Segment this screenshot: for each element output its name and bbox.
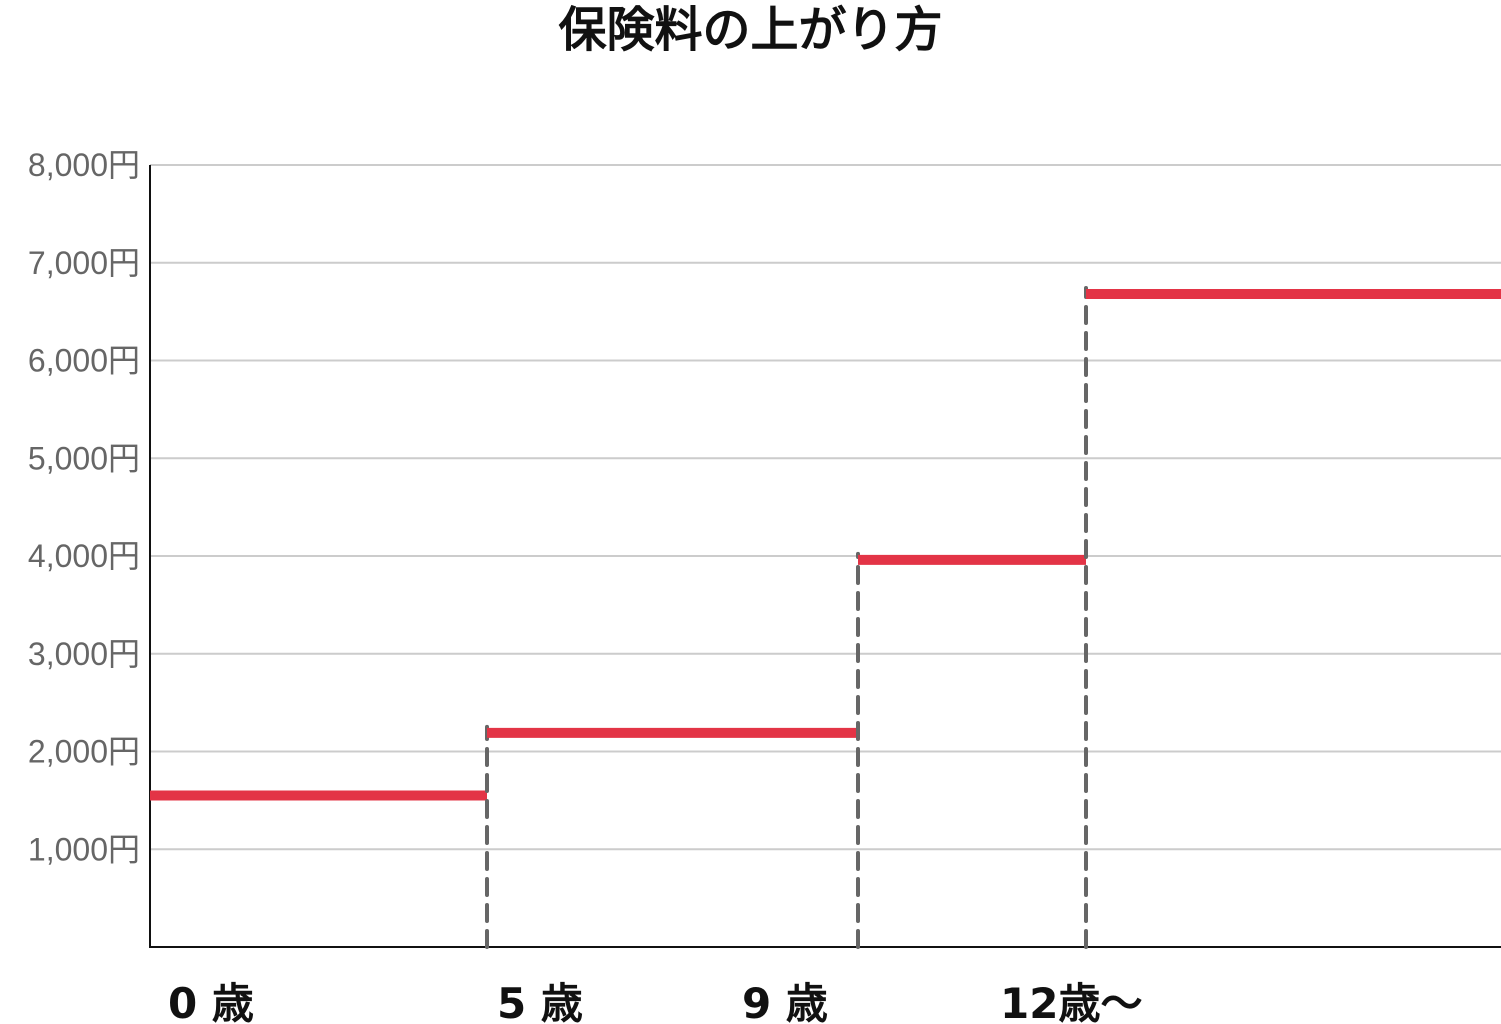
y-tick-label: 8,000円 <box>28 147 140 183</box>
y-tick-label: 6,000円 <box>28 343 140 379</box>
y-tick-label: 1,000円 <box>28 831 140 867</box>
x-tick-label: 0 歳 <box>168 979 254 1024</box>
y-tick-label: 3,000円 <box>28 636 140 672</box>
y-tick-label: 2,000円 <box>28 734 140 770</box>
y-tick-label: 5,000円 <box>28 440 140 476</box>
x-tick-label: 12歳〜 <box>1000 979 1142 1024</box>
chart-title: 保険料の上がり方 <box>558 2 943 58</box>
x-tick-label: 5 歳 <box>497 979 583 1024</box>
y-tick-label: 7,000円 <box>28 245 140 281</box>
x-tick-label: 9 歳 <box>742 979 828 1024</box>
y-tick-label: 4,000円 <box>28 538 140 574</box>
